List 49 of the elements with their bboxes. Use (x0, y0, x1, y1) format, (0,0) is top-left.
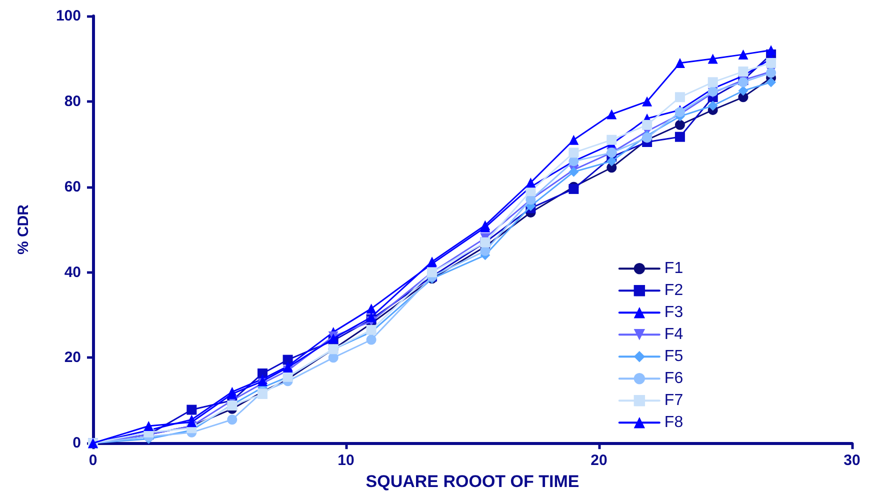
y-tick-label: 80 (64, 92, 81, 110)
point (766, 45, 776, 56)
legend-label: F5 (664, 348, 684, 366)
point (186, 404, 197, 415)
legend-label: F8 (664, 414, 684, 432)
point (738, 66, 748, 77)
point (328, 352, 338, 363)
legend-label: F3 (664, 304, 684, 322)
x-tick-label: 30 (844, 452, 860, 470)
point (606, 109, 617, 120)
point (480, 246, 490, 256)
point (642, 96, 652, 106)
legend-label: F7 (664, 392, 684, 410)
point (674, 120, 685, 130)
point (144, 421, 154, 432)
y-tick-label: 60 (64, 178, 81, 196)
point (227, 414, 238, 425)
y-tick-label: 0 (72, 434, 81, 452)
legend-label: F6 (664, 370, 684, 388)
point (606, 156, 617, 166)
point (642, 120, 652, 130)
point (708, 77, 718, 88)
point (526, 178, 536, 188)
point (366, 324, 376, 335)
point (568, 148, 579, 158)
legend-label: F2 (664, 282, 684, 300)
point (674, 92, 685, 102)
y-tick-label: 40 (64, 264, 81, 281)
y-axis-title: % CDR (15, 204, 32, 255)
x-tick-label: 20 (590, 452, 608, 470)
point (766, 77, 776, 88)
point (708, 100, 718, 111)
point (568, 134, 579, 145)
x-axis-title: SQUARE ROOOT OF TIME (366, 472, 580, 491)
point (606, 134, 617, 145)
point (674, 132, 685, 142)
point (738, 49, 748, 60)
point (738, 86, 748, 96)
point (366, 304, 376, 314)
x-tick-label: 0 (88, 452, 98, 470)
point (708, 54, 718, 64)
y-tick-label: 100 (56, 8, 81, 24)
y-tick-label: 20 (64, 349, 81, 366)
point (366, 334, 376, 345)
point (674, 58, 685, 68)
legend-label: F1 (664, 260, 684, 278)
legend-label: F4 (664, 326, 684, 344)
x-tick-label: 10 (338, 452, 354, 470)
point (766, 58, 776, 68)
